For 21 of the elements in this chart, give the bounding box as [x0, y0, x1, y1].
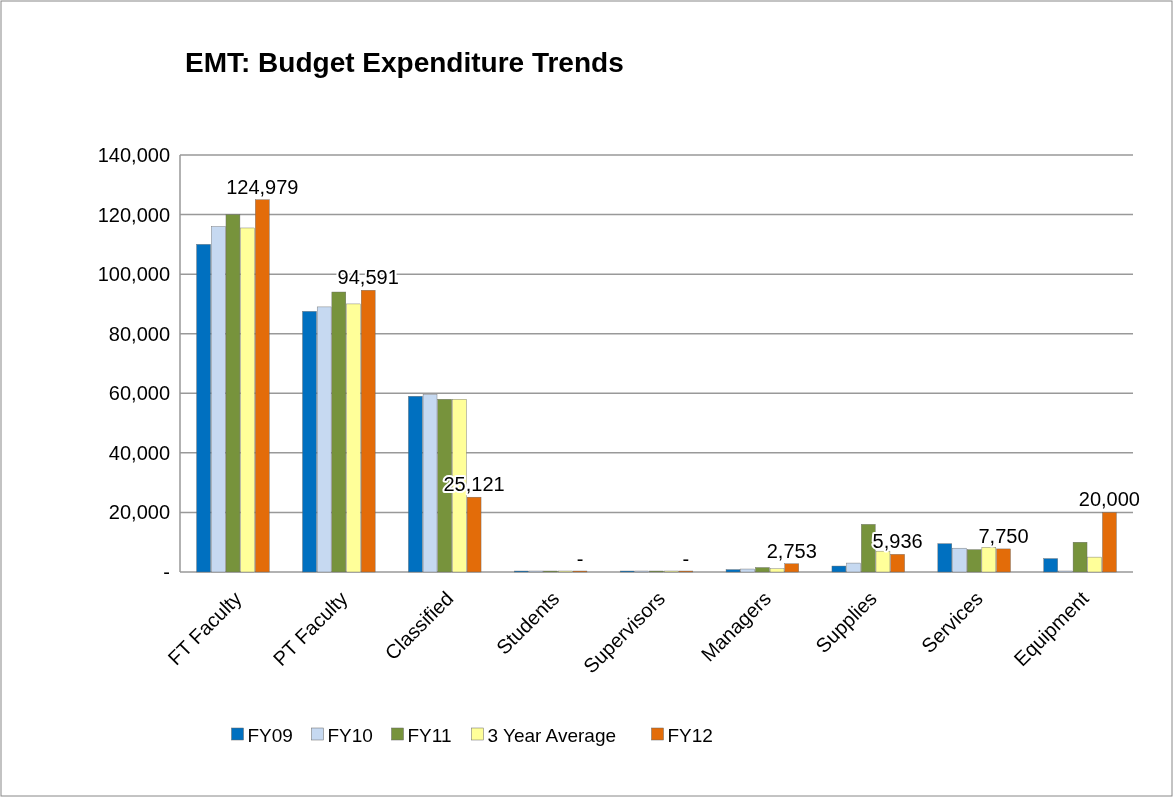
y-tick-label: 60,000: [108, 382, 170, 405]
chart-title: EMT: Budget Expenditure Trends: [185, 47, 624, 78]
y-tick-label: 100,000: [97, 263, 170, 286]
data-label: 7,750: [978, 524, 1029, 547]
y-tick-label: 20,000: [108, 501, 170, 524]
legend-label: 3 Year Average: [487, 724, 617, 746]
legend-label: FY12: [667, 724, 713, 746]
data-label: 2,753: [766, 539, 817, 562]
y-tick-label: 40,000: [108, 441, 170, 464]
y-tick-label: -: [163, 561, 170, 583]
y-tick-label: 140,000: [97, 144, 170, 166]
data-label: -: [682, 548, 690, 570]
legend-label: FY11: [407, 724, 452, 746]
legend-label: FY09: [247, 724, 293, 746]
y-tick-label: 120,000: [97, 203, 170, 226]
data-label: 20,000: [1078, 488, 1140, 511]
y-tick-label: 80,000: [108, 322, 170, 345]
legend-label: FY10: [327, 724, 373, 746]
data-label: -: [576, 548, 584, 570]
data-label: 124,979: [226, 175, 299, 198]
data-label: 94,591: [337, 266, 399, 289]
